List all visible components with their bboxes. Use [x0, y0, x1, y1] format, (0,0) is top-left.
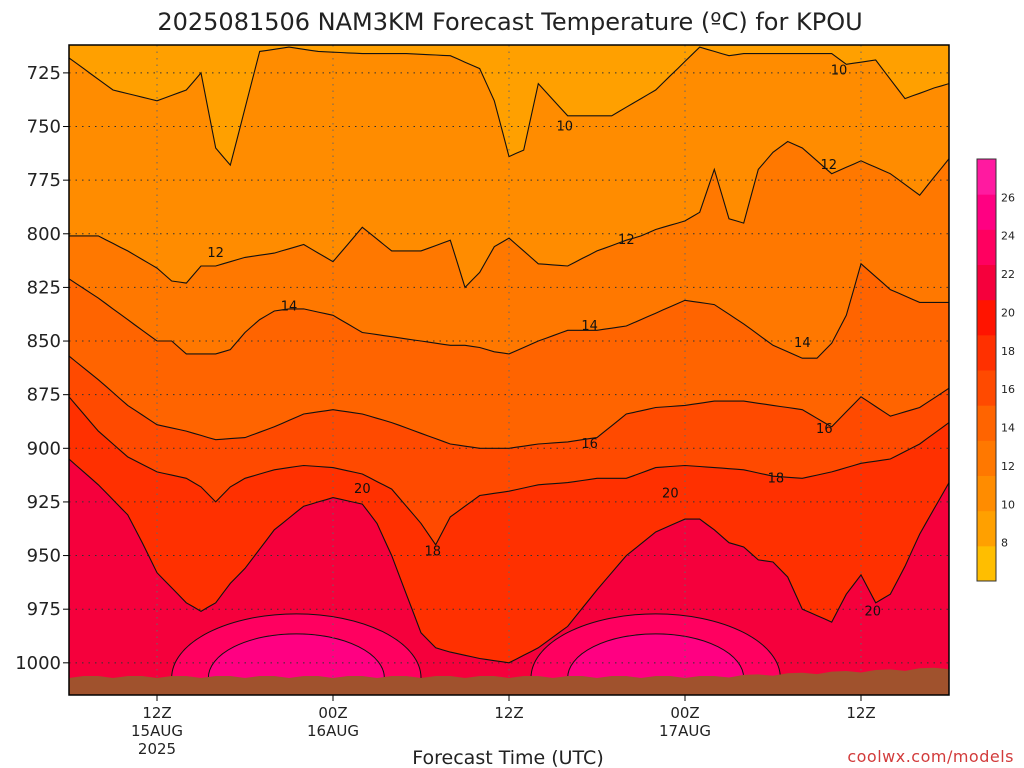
y-tick-label: 775 — [27, 170, 61, 191]
colorbar-frame — [976, 158, 997, 582]
x-tick-label: 15AUG — [131, 722, 183, 740]
colorbar-swatch — [977, 510, 996, 547]
temperature-band — [69, 45, 949, 166]
y-tick-label: 950 — [27, 546, 61, 567]
contour-label: 16 — [581, 437, 598, 452]
contour-label: 16 — [816, 422, 833, 437]
credit-text: coolwx.com/models — [847, 747, 1014, 766]
contour-label: 20 — [354, 482, 371, 497]
contour-line-18 — [69, 396, 949, 546]
x-tick-label: 00Z — [318, 704, 347, 722]
contour-label: 18 — [424, 544, 441, 559]
contour-label: 12 — [820, 158, 837, 173]
y-tick-label: 1000 — [15, 653, 61, 674]
colorbar-label: 24 — [1001, 230, 1015, 243]
ground-surface — [69, 667, 949, 695]
contour-label: 20 — [864, 604, 881, 619]
colorbar-label: 8 — [1001, 537, 1008, 550]
chart-title: 2025081506 NAM3KM Forecast Temperature (… — [157, 8, 862, 36]
y-tick-label: 975 — [27, 599, 61, 620]
contour-line-16 — [69, 355, 949, 449]
colorbar-swatch — [977, 545, 996, 582]
colorbar-swatch — [977, 299, 996, 336]
colorbar-label: 22 — [1001, 268, 1015, 281]
x-tick-label: 17AUG — [659, 722, 711, 740]
x-tick-label: 12Z — [846, 704, 875, 722]
colorbar-label: 12 — [1001, 460, 1015, 473]
x-tick-label: 12Z — [142, 704, 171, 722]
colorbar-label: 20 — [1001, 306, 1015, 319]
x-tick-label: 12Z — [494, 704, 523, 722]
contour-line-12 — [69, 140, 949, 289]
colorbar-swatch — [977, 405, 996, 441]
temperature-band — [69, 356, 949, 545]
temperature-band — [69, 141, 949, 359]
contour-labels: 10 10 12 12 12 14 14 14 16 16 20 20 18 18 20 — [207, 64, 881, 620]
colorbar-swatch — [977, 370, 996, 406]
x-tick-label: 2025 — [138, 740, 176, 758]
colorbar-swatch — [977, 229, 996, 265]
grid-lines — [69, 45, 949, 695]
x-tick-label: 00Z — [670, 704, 699, 722]
contour-label: 18 — [768, 471, 785, 486]
contour-line-14 — [69, 262, 949, 359]
temperature-bands — [69, 45, 949, 695]
contour-lines — [69, 46, 949, 664]
colorbar-label: 16 — [1001, 383, 1015, 396]
contour-label: 14 — [581, 319, 598, 334]
temperature-band — [69, 396, 949, 663]
contour-label: 12 — [207, 246, 224, 261]
y-tick-label: 800 — [27, 224, 61, 245]
colorbar-swatch — [977, 264, 996, 301]
x-tick-label: 16AUG — [307, 722, 359, 740]
y-tick-label: 750 — [27, 117, 61, 138]
y-tick-label: 900 — [27, 438, 61, 459]
contour-line-20 — [69, 458, 949, 664]
colorbar: 26 24 22 20 18 16 14 12 10 8 — [976, 158, 1015, 582]
y-tick-label: 825 — [27, 277, 61, 298]
contour-label: 12 — [618, 233, 635, 248]
colorbar-swatch — [977, 159, 996, 195]
colorbar-swatch — [977, 194, 996, 230]
y-tick-label: 725 — [27, 63, 61, 84]
contour-label: 14 — [281, 300, 298, 315]
plot-area: 10 10 12 12 12 14 14 14 16 16 20 20 18 18 20 — [69, 45, 949, 695]
contour-line-10 — [69, 46, 949, 167]
colorbar-label: 10 — [1001, 498, 1015, 511]
temperature-band — [69, 263, 949, 449]
contour-label: 20 — [662, 486, 679, 501]
x-axis-label: Forecast Time (UTC) — [412, 747, 603, 768]
colorbar-swatch — [977, 475, 996, 512]
colorbar-label: 14 — [1001, 422, 1015, 435]
contour-label: 10 — [831, 64, 848, 79]
colorbar-label: 26 — [1001, 191, 1015, 204]
contour-label: 14 — [794, 336, 811, 351]
colorbar-swatch — [977, 334, 996, 371]
y-tick-label: 925 — [27, 492, 61, 513]
temperature-band — [69, 47, 949, 288]
pressure-axis: 725 750 775 800 825 850 875 900 925 950 975 1000 — [15, 63, 69, 674]
y-tick-label: 875 — [27, 385, 61, 406]
colorbar-swatch — [977, 440, 996, 476]
contour-label: 10 — [556, 120, 573, 135]
y-tick-label: 850 — [27, 331, 61, 352]
colorbar-label: 18 — [1001, 345, 1015, 358]
